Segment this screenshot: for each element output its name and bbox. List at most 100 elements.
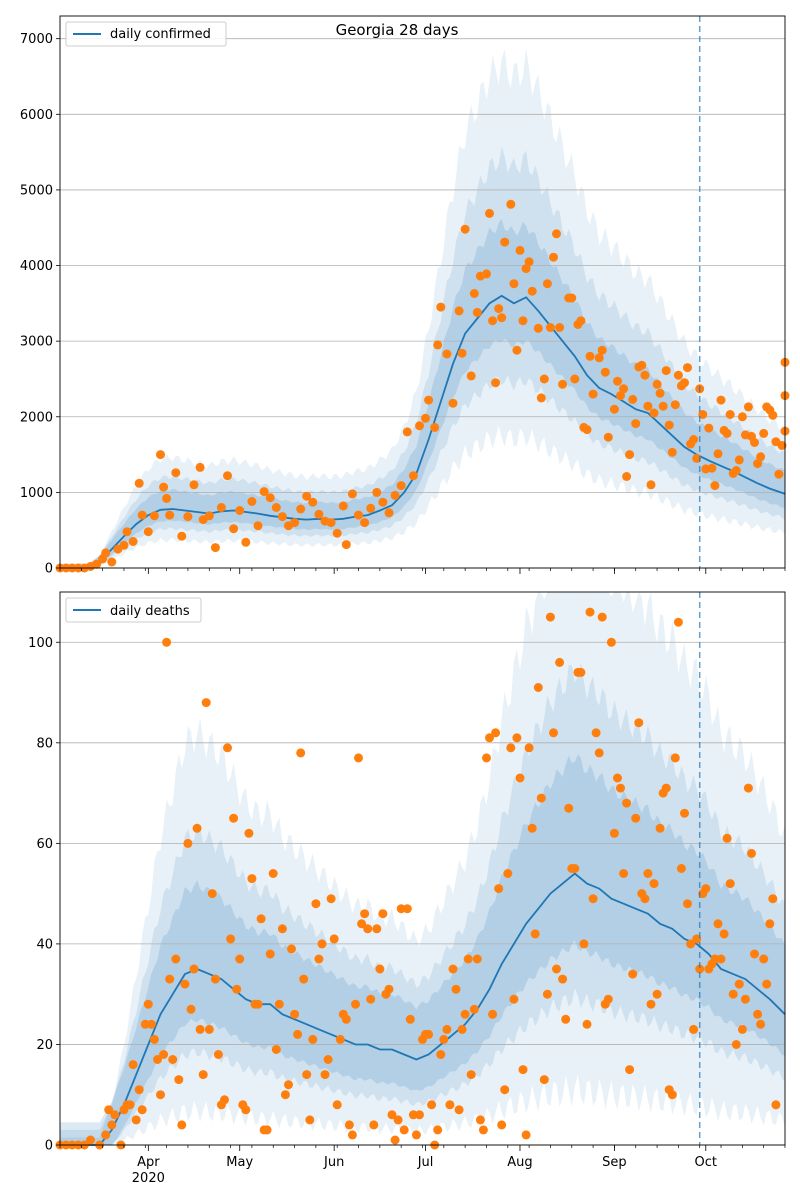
data-point <box>753 1009 763 1019</box>
data-point <box>555 657 565 667</box>
data-point <box>189 480 199 490</box>
data-point <box>360 518 370 528</box>
data-point <box>743 783 753 793</box>
data-point <box>628 969 638 979</box>
data-point <box>616 783 625 793</box>
data-point <box>719 929 729 939</box>
data-point <box>667 1090 677 1100</box>
data-point <box>564 803 574 813</box>
data-point <box>631 419 641 429</box>
data-point <box>104 1105 114 1115</box>
data-point <box>475 1115 485 1125</box>
data-point <box>421 413 430 423</box>
uncertainty-band-3 <box>60 754 785 1145</box>
data-point <box>149 1034 159 1044</box>
data-point <box>326 518 336 528</box>
data-point <box>369 1120 379 1130</box>
y-tick-label: 80 <box>36 736 53 751</box>
data-point <box>673 617 683 627</box>
data-point <box>759 954 769 964</box>
data-point <box>168 1055 178 1064</box>
uncertainty-band-2 <box>60 146 785 568</box>
data-point <box>101 1130 111 1140</box>
data-point <box>86 1135 95 1145</box>
data-point <box>457 1024 467 1034</box>
data-point <box>287 944 296 954</box>
data-point <box>302 491 312 501</box>
data-point <box>107 557 117 567</box>
data-point <box>253 521 263 531</box>
data-point <box>515 245 525 255</box>
data-point <box>460 224 470 234</box>
data-point <box>701 884 711 894</box>
data-point <box>241 1105 251 1115</box>
data-point <box>229 524 239 534</box>
data-point <box>271 1045 281 1054</box>
y-tick-label: 2000 <box>20 410 53 425</box>
data-point <box>156 450 165 460</box>
data-point <box>223 471 232 481</box>
data-point <box>515 773 525 783</box>
data-point <box>737 1024 747 1034</box>
data-point <box>131 1115 141 1125</box>
data-point <box>622 798 632 808</box>
data-point <box>762 979 772 989</box>
data-point <box>494 884 504 894</box>
data-point <box>299 974 309 984</box>
data-point <box>552 964 561 974</box>
data-point <box>466 371 476 381</box>
data-point <box>341 1014 351 1024</box>
data-point <box>159 1050 169 1059</box>
data-point <box>223 743 232 753</box>
data-point <box>631 813 641 823</box>
data-point <box>649 408 659 418</box>
data-point <box>390 1135 400 1145</box>
data-point <box>265 949 275 959</box>
data-point <box>256 914 266 924</box>
data-point <box>652 989 662 999</box>
data-point <box>259 487 269 497</box>
data-point <box>704 423 714 433</box>
data-point <box>302 1070 312 1080</box>
legend-box <box>65 21 227 47</box>
data-point <box>747 848 756 858</box>
data-point <box>232 984 242 994</box>
data-point <box>165 974 175 984</box>
uncertainty-band-2 <box>60 662 785 1145</box>
data-point <box>683 363 692 373</box>
confirmed-legend: daily confirmed <box>65 21 227 47</box>
data-point <box>570 864 580 873</box>
data-point <box>448 964 458 974</box>
data-point <box>585 351 595 361</box>
data-point <box>673 370 683 380</box>
data-point <box>582 1019 592 1029</box>
data-point <box>506 199 516 209</box>
data-point <box>774 469 784 479</box>
y-tick-label: 0 <box>45 562 53 577</box>
data-point <box>122 527 132 537</box>
data-point <box>347 489 357 499</box>
data-point <box>512 345 522 355</box>
data-point <box>177 531 187 541</box>
data-point <box>655 388 665 398</box>
data-point <box>153 1055 162 1064</box>
data-point <box>149 511 159 521</box>
data-point <box>609 404 619 414</box>
data-point <box>472 307 482 317</box>
data-point <box>171 954 181 964</box>
data-point <box>545 612 555 622</box>
data-point <box>439 1034 449 1044</box>
data-point <box>771 1100 781 1110</box>
data-point <box>588 389 598 399</box>
data-point <box>680 378 689 388</box>
data-point <box>415 421 424 431</box>
data-point <box>692 934 702 944</box>
data-point <box>472 954 482 964</box>
data-point <box>549 728 558 738</box>
data-point <box>500 237 510 247</box>
data-point <box>366 994 376 1004</box>
data-point <box>427 1100 437 1110</box>
data-point <box>597 612 607 622</box>
data-point <box>171 468 181 478</box>
data-point <box>576 667 586 677</box>
